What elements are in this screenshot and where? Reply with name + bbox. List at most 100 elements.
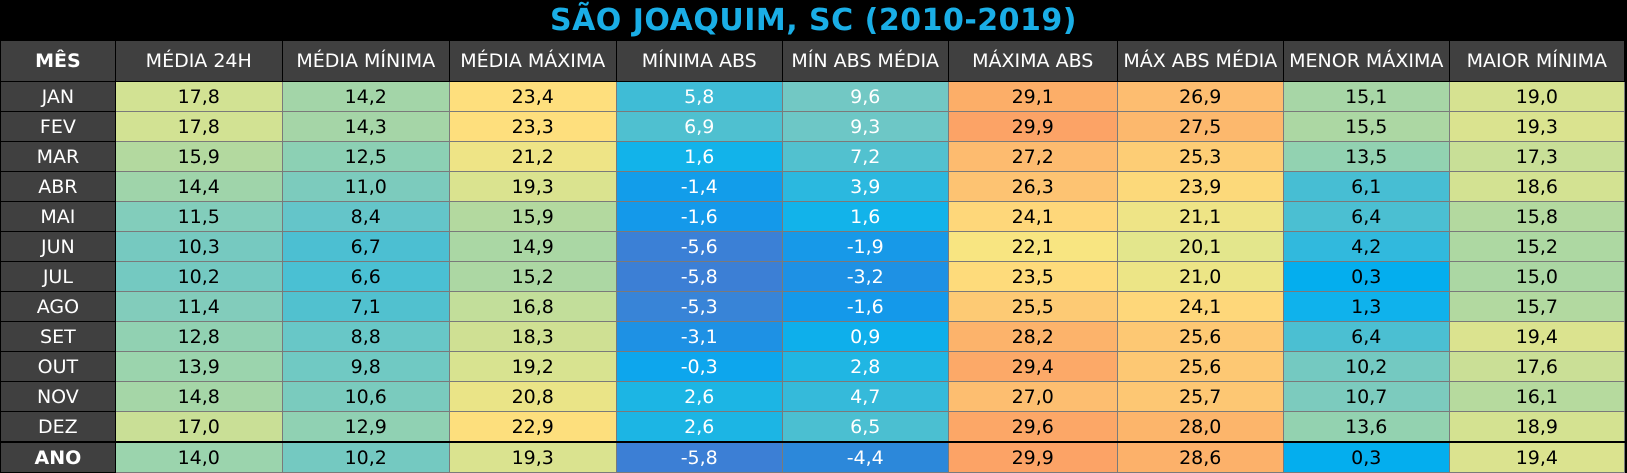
value-cell: 10,2 [1282, 351, 1450, 382]
table-row-annual-summary: ANO 14,0 10,2 19,3 -5,8 -4,4 29,9 28,6 0,3 19,4 [0, 441, 1626, 473]
table-row: MAR 15,9 12,5 21,2 1,6 7,2 27,2 25,3 13,5 17,3 [0, 141, 1626, 172]
table-row: JAN 17,8 14,2 23,4 5,8 9,6 29,1 26,9 15,1 19,0 [0, 81, 1626, 112]
column-header-media-minima: MÉDIA MÍNIMA [281, 40, 450, 82]
table-row: JUN 10,3 6,7 14,9 -5,6 -1,9 22,1 20,1 4,2 15,2 [0, 231, 1626, 262]
value-cell: 15,9 [448, 201, 617, 232]
value-cell: -1,6 [781, 291, 949, 322]
header-row: MÊS MÉDIA 24H MÉDIA MÍNIMA MÉDIA MÁXIMA … [0, 40, 1626, 82]
value-cell: 6,7 [281, 231, 450, 262]
value-cell: 9,6 [781, 81, 949, 112]
month-cell: NOV [0, 381, 116, 412]
value-cell: -1,6 [615, 201, 783, 232]
value-cell: 23,5 [947, 261, 1118, 292]
value-cell: 24,1 [1116, 291, 1284, 322]
value-cell: -3,2 [781, 261, 949, 292]
value-cell: 10,7 [1282, 381, 1450, 412]
value-cell: 25,7 [1116, 381, 1284, 412]
value-cell: -0,3 [615, 351, 783, 382]
value-cell: 10,2 [114, 261, 283, 292]
month-cell: ANO [0, 441, 116, 473]
value-cell: 12,9 [281, 411, 450, 443]
value-cell: -5,8 [615, 261, 783, 292]
value-cell: 17,0 [114, 411, 283, 443]
value-cell: 29,9 [947, 441, 1118, 473]
value-cell: 6,6 [281, 261, 450, 292]
value-cell: 10,6 [281, 381, 450, 412]
value-cell: 28,0 [1116, 411, 1284, 443]
value-cell: 8,4 [281, 201, 450, 232]
value-cell: 4,2 [1282, 231, 1450, 262]
value-cell: 11,5 [114, 201, 283, 232]
value-cell: 12,8 [114, 321, 283, 352]
table-row: NOV 14,8 10,6 20,8 2,6 4,7 27,0 25,7 10,7 16,1 [0, 381, 1626, 412]
value-cell: -5,3 [615, 291, 783, 322]
value-cell: -3,1 [615, 321, 783, 352]
value-cell: 22,1 [947, 231, 1118, 262]
value-cell: 3,9 [781, 171, 949, 202]
value-cell: 13,6 [1282, 411, 1450, 443]
value-cell: 15,0 [1448, 261, 1626, 292]
value-cell: 25,6 [1116, 351, 1284, 382]
value-cell: 21,2 [448, 141, 617, 172]
month-cell: JUL [0, 261, 116, 292]
value-cell: 27,2 [947, 141, 1118, 172]
value-cell: 16,1 [1448, 381, 1626, 412]
value-cell: 13,9 [114, 351, 283, 382]
value-cell: 25,6 [1116, 321, 1284, 352]
value-cell: 19,3 [448, 441, 617, 473]
value-cell: 19,0 [1448, 81, 1626, 112]
value-cell: 22,9 [448, 411, 617, 443]
table-row: FEV 17,8 14,3 23,3 6,9 9,3 29,9 27,5 15,5 19,3 [0, 111, 1626, 142]
value-cell: 6,4 [1282, 321, 1450, 352]
value-cell: 23,3 [448, 111, 617, 142]
value-cell: 0,3 [1282, 441, 1450, 473]
value-cell: 10,3 [114, 231, 283, 262]
column-header-menor-maxima: MENOR MÁXIMA [1282, 40, 1450, 82]
value-cell: 25,5 [947, 291, 1118, 322]
value-cell: 28,6 [1116, 441, 1284, 473]
value-cell: 12,5 [281, 141, 450, 172]
value-cell: 6,5 [781, 411, 949, 443]
column-header-media-24h: MÉDIA 24H [114, 40, 283, 82]
value-cell: 27,0 [947, 381, 1118, 412]
column-header-media-maxima: MÉDIA MÁXIMA [448, 40, 617, 82]
value-cell: 0,9 [781, 321, 949, 352]
value-cell: 15,1 [1282, 81, 1450, 112]
value-cell: 8,8 [281, 321, 450, 352]
column-header-maxima-abs: MÁXIMA ABS [947, 40, 1118, 82]
month-cell: DEZ [0, 411, 116, 443]
month-cell: SET [0, 321, 116, 352]
value-cell: 5,8 [615, 81, 783, 112]
value-cell: 6,4 [1282, 201, 1450, 232]
value-cell: 26,3 [947, 171, 1118, 202]
value-cell: 16,8 [448, 291, 617, 322]
value-cell: 14,9 [448, 231, 617, 262]
value-cell: 13,5 [1282, 141, 1450, 172]
value-cell: 15,5 [1282, 111, 1450, 142]
value-cell: 9,3 [781, 111, 949, 142]
month-cell: JAN [0, 81, 116, 112]
value-cell: 15,8 [1448, 201, 1626, 232]
value-cell: 17,8 [114, 111, 283, 142]
value-cell: 29,6 [947, 411, 1118, 443]
table-row: SET 12,8 8,8 18,3 -3,1 0,9 28,2 25,6 6,4 19,4 [0, 321, 1626, 352]
table-body: JAN 17,8 14,2 23,4 5,8 9,6 29,1 26,9 15,1 19,0 FEV… [0, 81, 1626, 473]
month-cell: FEV [0, 111, 116, 142]
value-cell: 15,2 [448, 261, 617, 292]
value-cell: 11,4 [114, 291, 283, 322]
value-cell: 18,9 [1448, 411, 1626, 443]
climate-table: MÊS MÉDIA 24H MÉDIA MÍNIMA MÉDIA MÁXIMA … [0, 40, 1626, 473]
column-header-mes: MÊS [0, 40, 116, 82]
value-cell: -4,4 [781, 441, 949, 473]
value-cell: 9,8 [281, 351, 450, 382]
value-cell: 7,2 [781, 141, 949, 172]
month-cell: ABR [0, 171, 116, 202]
month-cell: MAR [0, 141, 116, 172]
value-cell: 0,3 [1282, 261, 1450, 292]
value-cell: 18,3 [448, 321, 617, 352]
value-cell: 14,8 [114, 381, 283, 412]
month-cell: AGO [0, 291, 116, 322]
value-cell: 6,1 [1282, 171, 1450, 202]
value-cell: 1,3 [1282, 291, 1450, 322]
